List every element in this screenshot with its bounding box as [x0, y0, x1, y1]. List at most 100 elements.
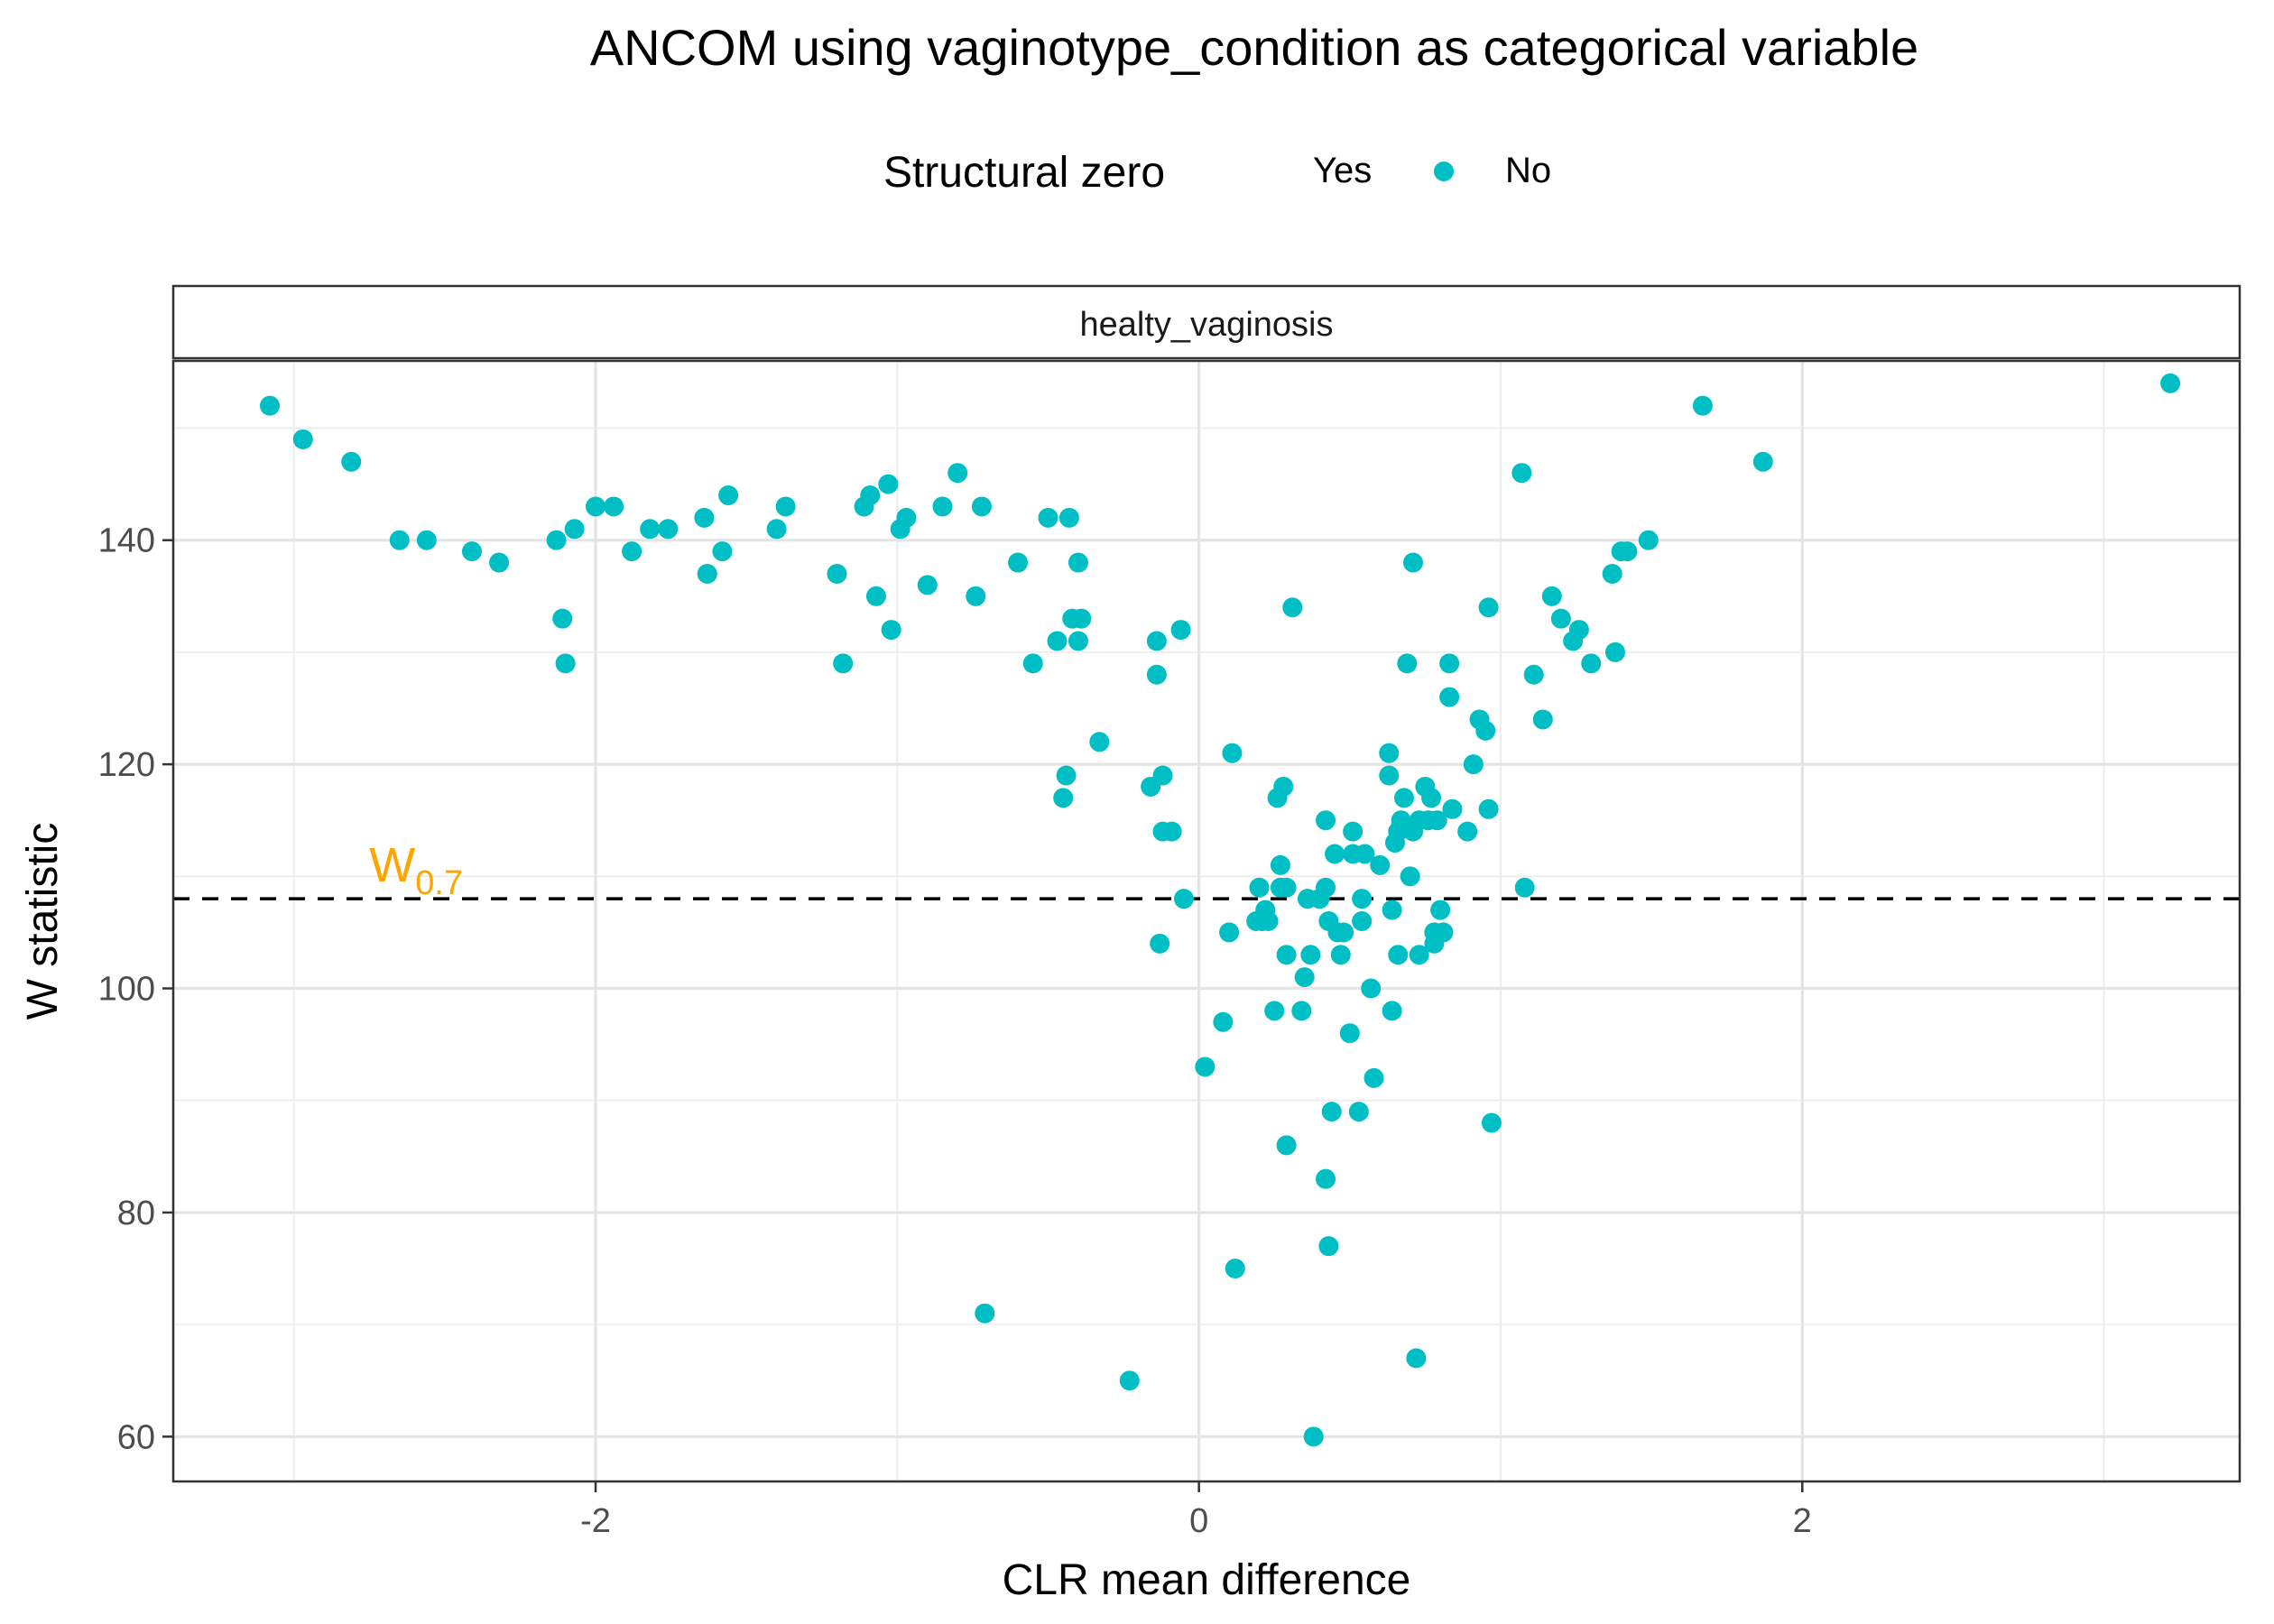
data-point: [865, 586, 886, 606]
data-point: [1523, 664, 1544, 685]
data-point: [1617, 541, 1638, 562]
threshold-label-main: W: [369, 838, 415, 892]
grid-major: [173, 361, 2240, 1481]
data-point: [640, 519, 661, 540]
data-point: [1514, 877, 1535, 898]
data-point: [1430, 900, 1451, 920]
data-point: [546, 530, 567, 550]
data-point: [775, 496, 796, 517]
data-point: [1219, 922, 1240, 943]
data-point: [1400, 866, 1420, 887]
data-point: [1316, 877, 1336, 898]
panel: W0.7: [171, 359, 2242, 1483]
data-point: [1339, 1023, 1360, 1044]
y-tick-label: 100: [98, 971, 155, 1009]
data-point: [1638, 530, 1659, 550]
data-point: [827, 563, 847, 584]
data-point: [1421, 788, 1442, 808]
threshold-label: W0.7: [369, 838, 463, 902]
data-point: [1294, 967, 1315, 988]
data-point: [1442, 798, 1463, 819]
legend-label-yes: Yes: [1313, 151, 1372, 190]
data-point: [1276, 1135, 1297, 1156]
data-point: [1463, 754, 1484, 775]
data-point: [1352, 911, 1373, 931]
data-point: [1403, 552, 1423, 573]
data-point: [1195, 1057, 1216, 1077]
data-point: [718, 485, 739, 506]
data-point: [1222, 743, 1243, 763]
data-point: [1161, 821, 1182, 842]
data-point: [1150, 933, 1170, 954]
data-point: [552, 608, 573, 629]
data-point: [1348, 1102, 1369, 1122]
y-tick-label: 80: [117, 1195, 155, 1232]
data-point: [971, 496, 992, 517]
data-point: [2160, 373, 2181, 393]
data-point: [1316, 810, 1336, 831]
data-point: [1604, 641, 1625, 662]
panel-border: [171, 359, 2242, 1483]
data-point: [1152, 765, 1173, 786]
data-point: [1291, 1001, 1312, 1021]
data-point: [1038, 507, 1058, 528]
data-point: [1354, 844, 1375, 864]
y-axis-label: W statistic: [19, 823, 67, 1020]
data-point: [1581, 653, 1602, 674]
data-point: [1318, 1236, 1339, 1257]
data-point: [1334, 922, 1354, 943]
data-point: [966, 586, 986, 606]
data-point: [1146, 664, 1167, 685]
data-point: [1361, 978, 1382, 999]
data-point: [694, 507, 715, 528]
data-point: [564, 519, 585, 540]
data-point: [1409, 945, 1429, 965]
facet-strip-box: [171, 284, 2242, 360]
data-point: [555, 653, 576, 674]
data-point: [1119, 1370, 1140, 1391]
legend-key-no: [1434, 161, 1454, 181]
data-point: [389, 530, 410, 550]
x-axis: -2 0 2: [580, 1481, 1812, 1540]
y-tick-label: 140: [98, 522, 155, 560]
data-point: [1300, 945, 1321, 965]
data-point: [1478, 798, 1499, 819]
data-point: [1433, 922, 1454, 943]
facet-label: healty_vaginosis: [1080, 306, 1334, 344]
data-point: [658, 519, 679, 540]
legend-label-no: No: [1505, 151, 1551, 190]
data-point: [1316, 1168, 1336, 1189]
facet-strip: healty_vaginosis: [171, 284, 2242, 360]
data-point: [1532, 709, 1553, 730]
data-point: [1330, 945, 1351, 965]
data-point: [1481, 1112, 1502, 1133]
data-point: [1071, 608, 1092, 629]
data-point: [1173, 889, 1194, 909]
data-point: [1602, 563, 1622, 584]
grid-minor: [173, 361, 2240, 1481]
panel-background: [173, 361, 2240, 1481]
data-point: [1363, 1067, 1384, 1088]
data-point: [586, 496, 606, 517]
data-point: [1370, 854, 1391, 875]
legend-title: Structural zero: [883, 149, 1165, 197]
data-point: [1022, 653, 1043, 674]
data-point: [766, 519, 787, 540]
y-tick-label: 60: [117, 1418, 155, 1456]
data-point: [1406, 1348, 1427, 1369]
data-point: [896, 507, 917, 528]
data-point: [1276, 877, 1297, 898]
chart-title: ANCOM using vaginotype_condition as cate…: [590, 19, 1918, 76]
x-tick-label: 2: [1793, 1502, 1812, 1540]
data-point: [878, 474, 899, 494]
data-point: [1457, 821, 1478, 842]
data-point: [1276, 945, 1297, 965]
data-point: [416, 530, 437, 550]
data-point: [1264, 1001, 1285, 1021]
data-point: [1343, 821, 1363, 842]
y-axis: 60 80 100 120 140: [98, 522, 173, 1456]
data-point: [1379, 743, 1400, 763]
data-point: [259, 395, 280, 416]
data-point: [1541, 586, 1562, 606]
x-axis-label: CLR mean difference: [1003, 1556, 1411, 1604]
